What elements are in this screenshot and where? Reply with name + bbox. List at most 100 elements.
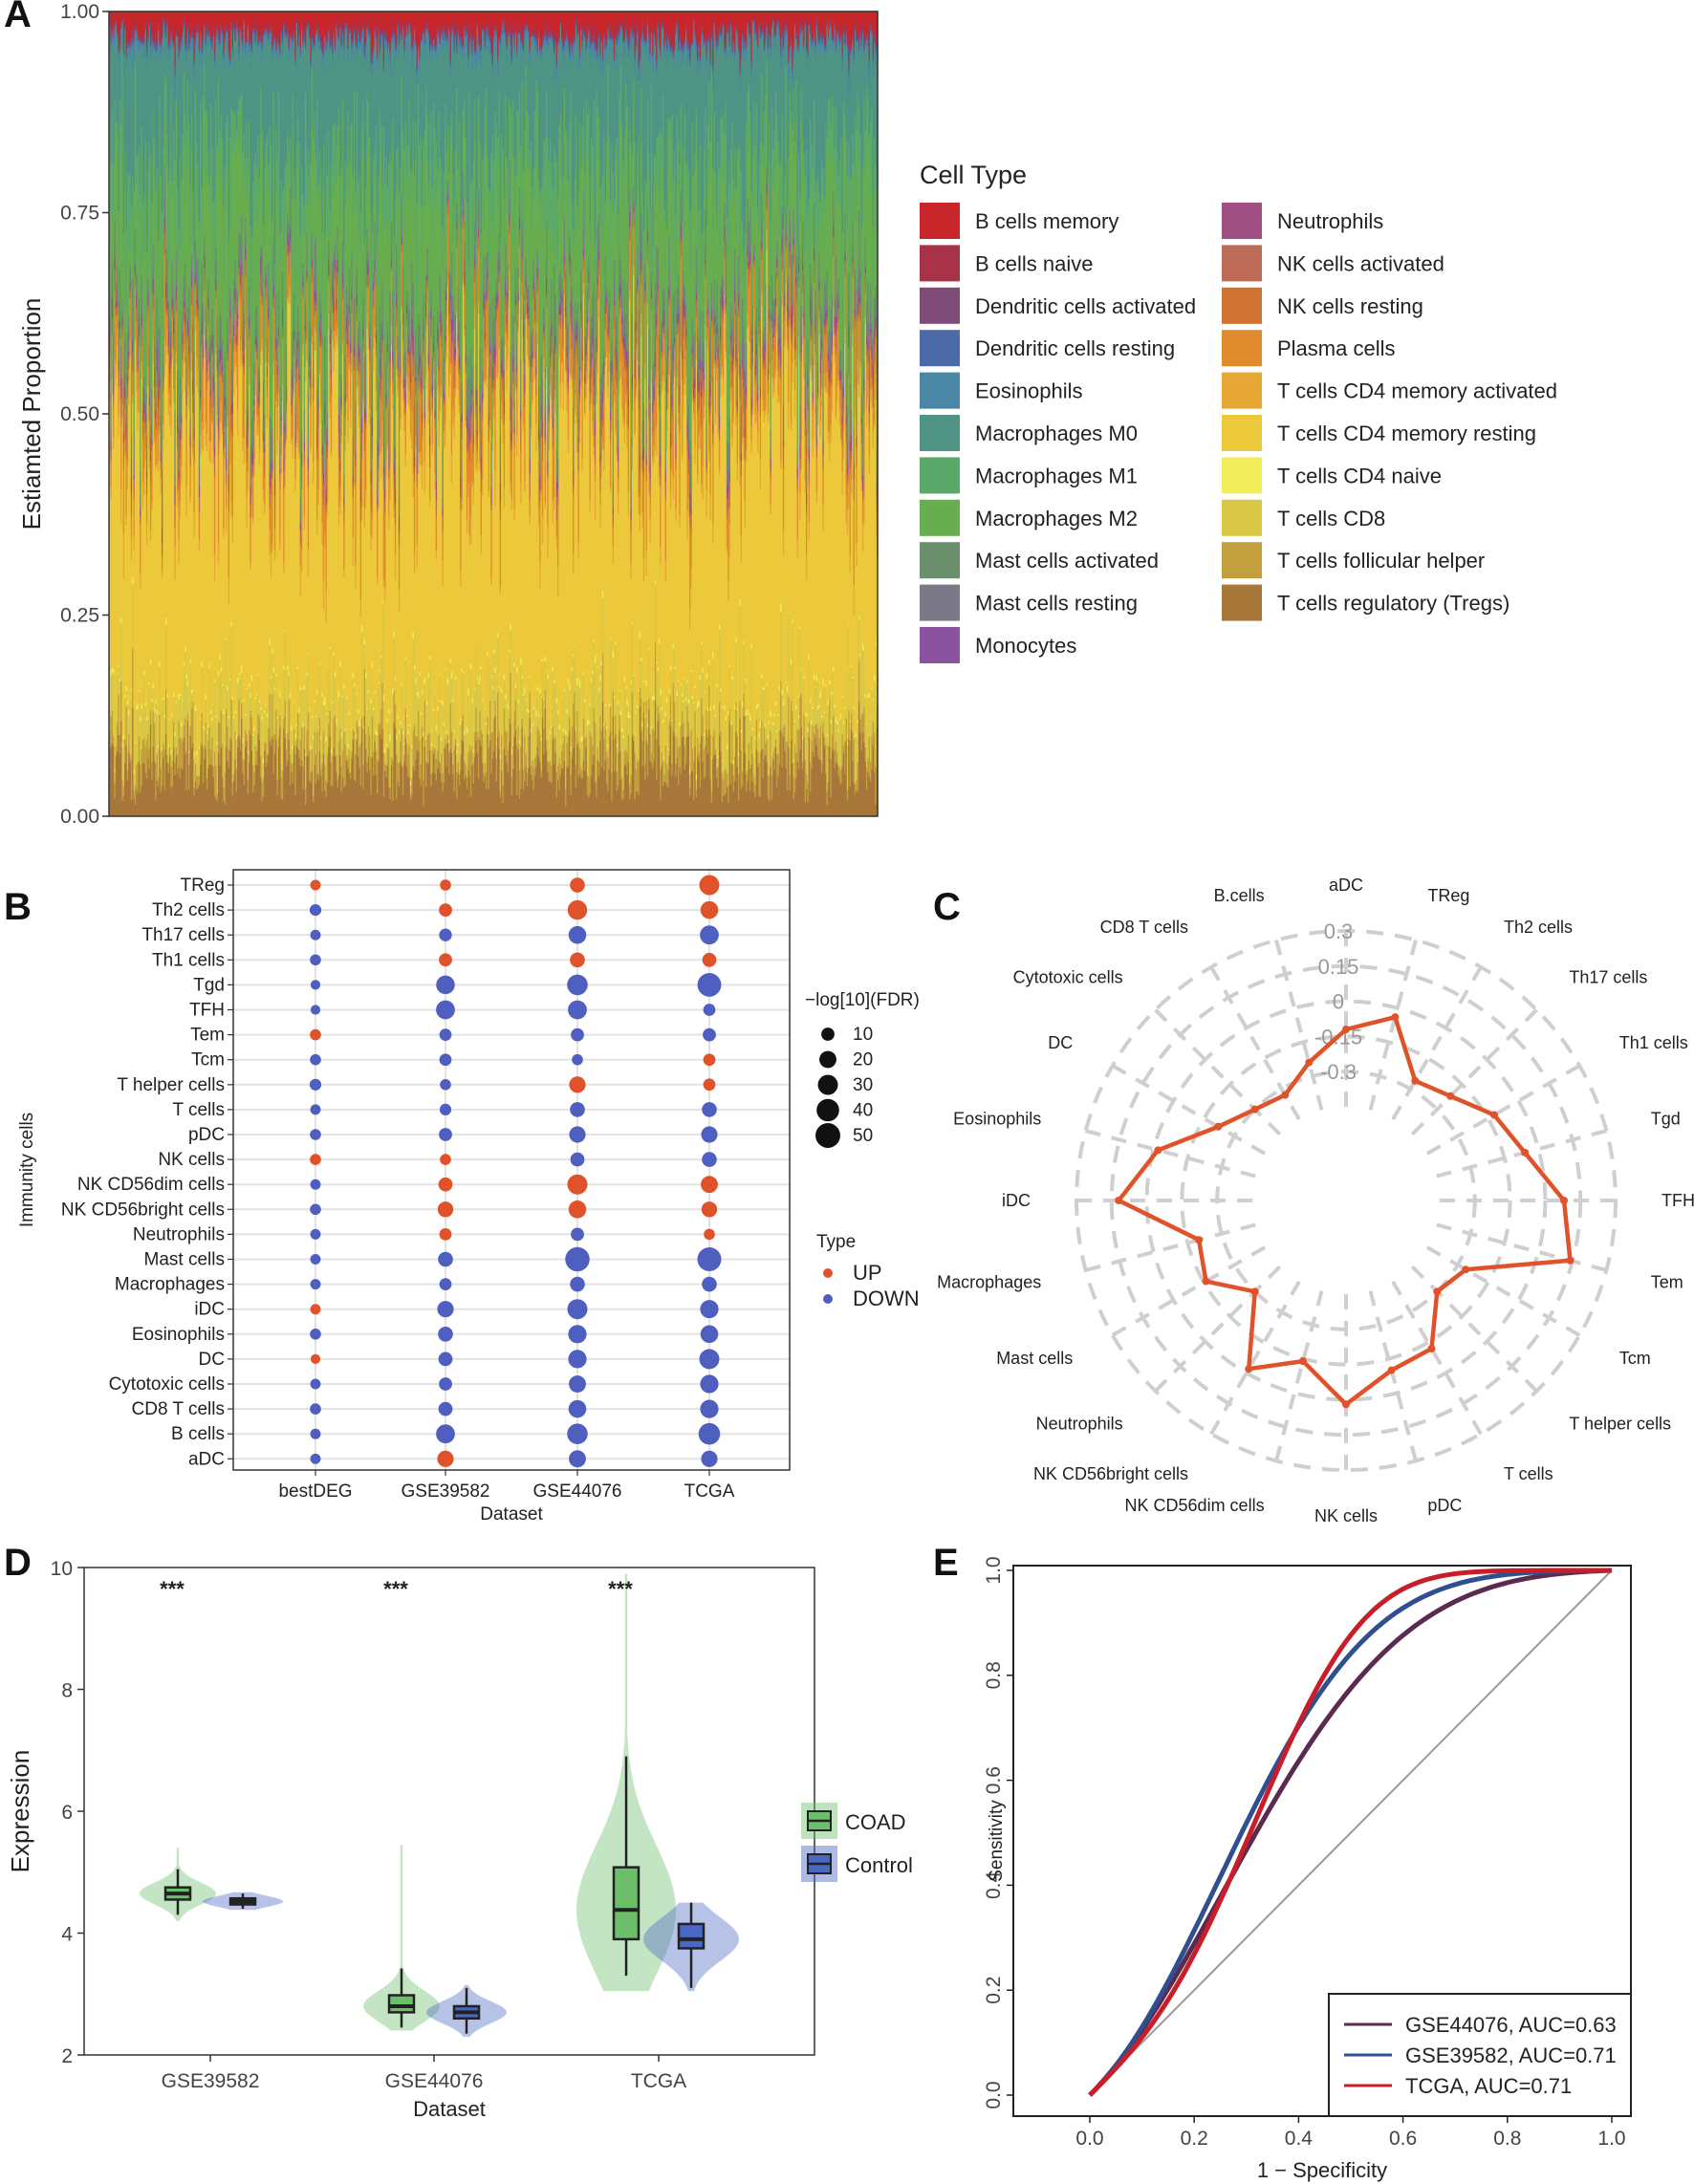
bar-segment [205, 343, 207, 350]
bar-segment [237, 345, 239, 409]
bar-segment [145, 319, 148, 436]
bar-segment [249, 42, 250, 45]
bar-segment [247, 23, 250, 26]
bar-segment [155, 50, 158, 54]
bar-segment [157, 17, 160, 23]
bar-segment [148, 11, 151, 18]
bar-segment [137, 315, 140, 347]
bar-segment [209, 396, 212, 408]
bar-segment [168, 363, 171, 367]
bar-segment [224, 189, 227, 358]
bar-segment [145, 740, 148, 779]
bar-segment [149, 39, 152, 44]
bar-segment [242, 43, 245, 47]
bar-segment [109, 749, 111, 817]
bar-segment [113, 34, 115, 40]
bar-segment [170, 766, 173, 789]
bar-segment [122, 795, 125, 817]
bar-segment [208, 726, 211, 765]
bar-segment [232, 11, 235, 19]
bar-segment [225, 458, 228, 465]
bar-segment [183, 274, 185, 288]
bar-segment [117, 722, 119, 752]
bar-segment [249, 11, 250, 35]
bar-segment [122, 11, 125, 30]
bar-segment [211, 356, 214, 422]
bar-segment [253, 726, 256, 731]
bar-segment [145, 717, 148, 721]
bar-segment [171, 39, 174, 43]
bar-segment [235, 26, 238, 30]
bar-segment [121, 11, 124, 17]
bar-segment [155, 763, 158, 801]
bar-segment [239, 45, 242, 98]
bar-segment [178, 265, 181, 427]
bar-segment [231, 435, 234, 439]
bar-segment [252, 42, 255, 184]
bar-segment [128, 43, 131, 47]
bar-segment [190, 32, 193, 36]
bar-segment [242, 152, 245, 166]
bar-segment [209, 709, 212, 715]
bar-segment [163, 376, 165, 381]
bar-segment [157, 390, 160, 398]
bar-segment [110, 675, 113, 717]
bar-segment [179, 154, 182, 247]
bar-segment [160, 460, 163, 464]
bar-segment [124, 26, 127, 29]
bar-segment [130, 478, 133, 485]
bar-segment [148, 401, 151, 405]
bar-segment [174, 477, 177, 487]
bar-segment [179, 378, 182, 417]
bar-segment [144, 402, 147, 413]
bar-segment [250, 44, 253, 50]
bar-segment [114, 11, 117, 19]
bar-segment [204, 282, 206, 291]
bar-segment [206, 112, 208, 184]
bar-segment [216, 423, 219, 743]
bar-segment [132, 22, 135, 31]
bar-segment [121, 746, 124, 781]
bar-segment [128, 710, 131, 716]
bar-segment [208, 663, 211, 669]
bar-segment [134, 27, 137, 30]
bar-segment [138, 689, 141, 693]
bar-segment [152, 47, 155, 52]
bar-segment [215, 51, 218, 100]
bar-segment [157, 27, 160, 32]
bar-segment [223, 283, 226, 377]
bar-segment [121, 24, 124, 50]
bar-segment [173, 696, 175, 723]
bar-segment [205, 722, 207, 749]
bar-segment [190, 303, 193, 306]
bar-segment [237, 682, 239, 737]
bar-segment [249, 44, 250, 48]
bar-segment [109, 399, 111, 688]
bar-segment [235, 790, 238, 817]
bar-segment [174, 731, 177, 737]
bar-segment [152, 43, 155, 48]
bar-segment [249, 367, 250, 385]
bar-segment [206, 340, 208, 353]
bar-segment [227, 28, 229, 31]
bar-segment [190, 49, 193, 115]
bar-segment [246, 733, 249, 742]
bar-segment [194, 54, 197, 91]
bar-segment [192, 447, 195, 456]
bar-segment [163, 231, 166, 253]
bar-segment [181, 722, 183, 727]
bar-segment [118, 53, 120, 65]
bar-segment [211, 147, 214, 232]
bar-segment [238, 268, 241, 274]
bar-segment [130, 492, 133, 509]
bar-segment [175, 299, 178, 311]
bar-segment [188, 348, 191, 355]
bar-segment [209, 173, 212, 341]
bar-segment [247, 389, 250, 404]
bar-segment [170, 32, 173, 36]
bar-segment [125, 413, 128, 423]
bar-segment [161, 750, 163, 787]
bar-segment [201, 666, 204, 714]
bar-segment [250, 447, 253, 453]
bar-segment [170, 86, 173, 150]
